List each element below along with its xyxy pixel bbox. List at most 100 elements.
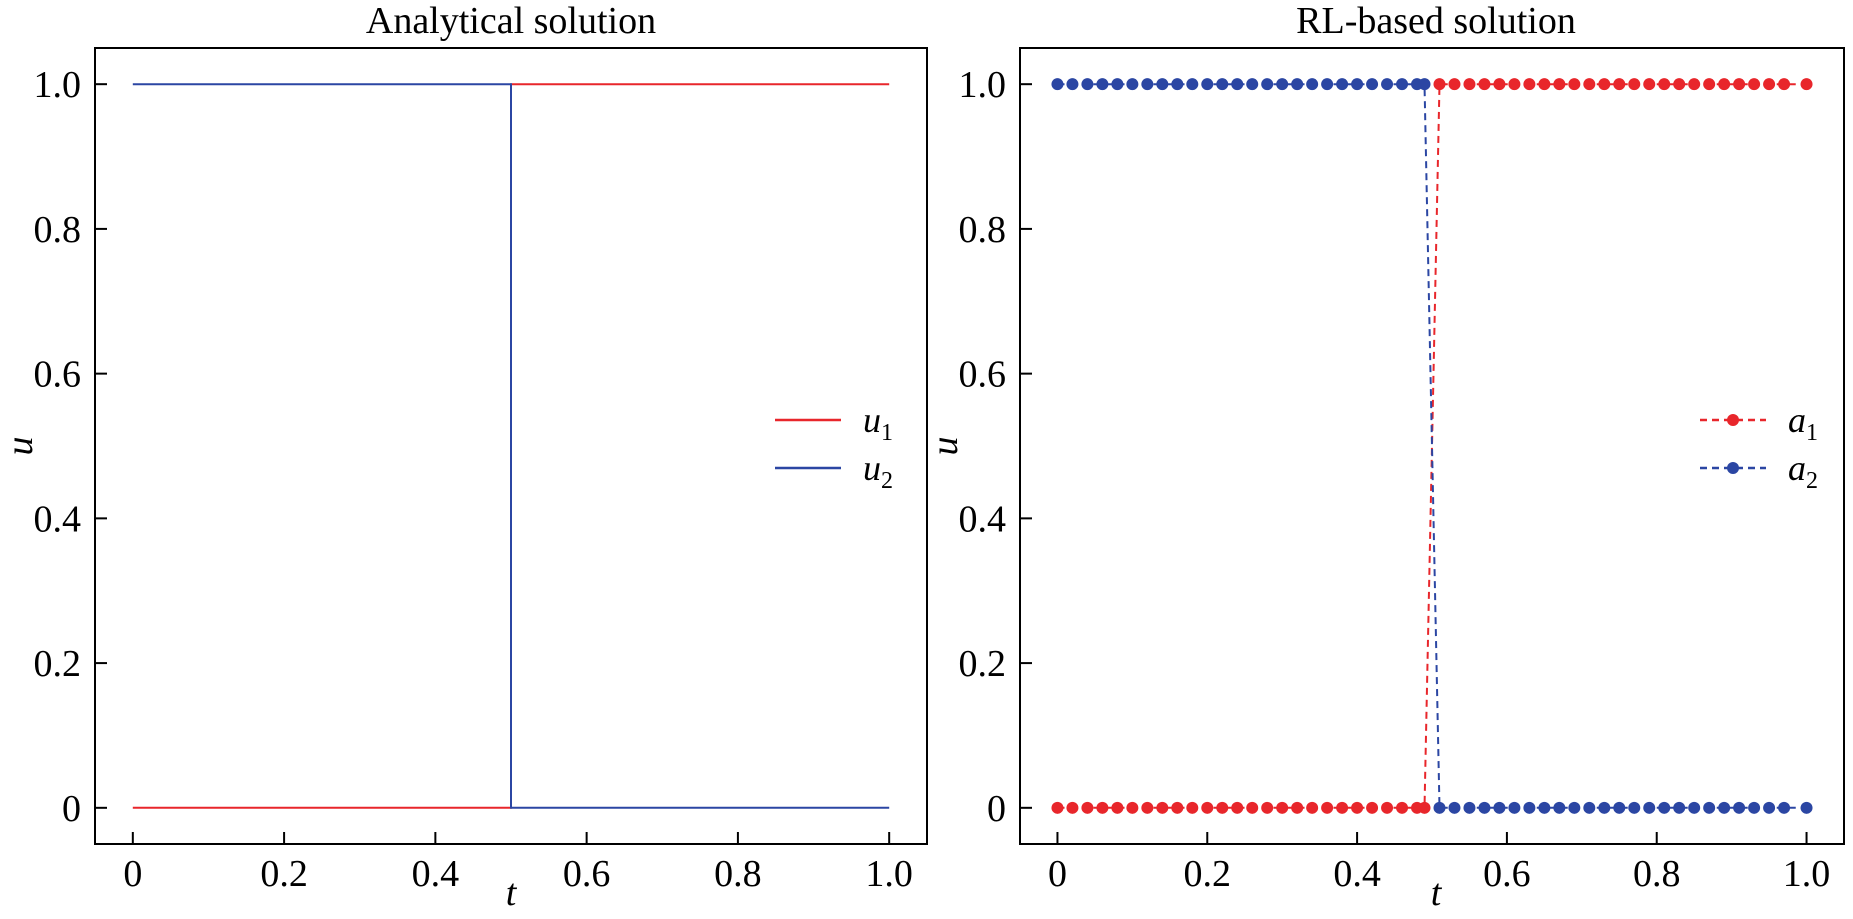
series-point-a2 xyxy=(1703,801,1716,814)
series-point-a1 xyxy=(1216,801,1229,814)
legend-label-a1: a1 xyxy=(1788,400,1818,446)
series-point-a2 xyxy=(1433,801,1446,814)
series-point-a2 xyxy=(1448,801,1461,814)
series-point-a1 xyxy=(1613,78,1626,91)
series-point-a2 xyxy=(1718,801,1731,814)
series-point-a1 xyxy=(1141,801,1154,814)
legend-label-u1: u1 xyxy=(863,400,893,446)
series-point-a1 xyxy=(1321,801,1334,814)
series-point-a1 xyxy=(1733,78,1746,91)
series-point-a1 xyxy=(1688,78,1701,91)
series-point-a1 xyxy=(1568,78,1581,91)
series-point-a2 xyxy=(1231,78,1244,91)
series-point-a2 xyxy=(1291,78,1304,91)
series-point-a1 xyxy=(1703,78,1716,91)
series-point-a2 xyxy=(1171,78,1184,91)
series-group xyxy=(132,83,890,809)
series-point-a2 xyxy=(1336,78,1349,91)
series-point-a2 xyxy=(1508,801,1521,814)
y-axis-ticks: 0 0.2 0.4 0.6 0.8 1.0 xyxy=(959,64,1032,830)
legend-label-u2: u2 xyxy=(863,448,893,494)
series-point-a2 xyxy=(1418,78,1431,91)
x-tick-label: 0.4 xyxy=(1333,853,1381,895)
series-point-a1 xyxy=(1201,801,1214,814)
series-point-a1 xyxy=(1351,801,1364,814)
y-tick-label: 0.6 xyxy=(34,354,82,396)
series-point-a2 xyxy=(1156,78,1169,91)
series-point-a1 xyxy=(1051,801,1064,814)
series-point-a1 xyxy=(1096,801,1109,814)
series-point-a1 xyxy=(1538,78,1551,91)
series-point-a2 xyxy=(1523,801,1536,814)
series-point-a2 xyxy=(1141,78,1154,91)
series-point-a2 xyxy=(1186,78,1199,91)
series-point-a2 xyxy=(1763,801,1776,814)
y-tick-label: 0 xyxy=(987,788,1006,830)
series-point-a1 xyxy=(1126,801,1139,814)
series-point-a1 xyxy=(1718,78,1731,91)
x-tick-label: 1.0 xyxy=(1783,853,1831,895)
series-point-a2 xyxy=(1733,801,1746,814)
x-tick-label: 0.6 xyxy=(1483,853,1531,895)
series-point-a2 xyxy=(1306,78,1319,91)
x-tick-label: 0.8 xyxy=(714,853,762,895)
series-line-a2 xyxy=(1057,83,1807,809)
series-point-a2 xyxy=(1201,78,1214,91)
series-point-a2 xyxy=(1613,801,1626,814)
y-tick-label: 0.2 xyxy=(959,643,1007,685)
y-tick-label: 0.8 xyxy=(959,209,1007,251)
y-tick-label: 0 xyxy=(62,788,81,830)
y-axis-label: u xyxy=(0,437,41,456)
series-point-a2 xyxy=(1553,801,1566,814)
series-point-a2 xyxy=(1081,78,1094,91)
series-point-a2 xyxy=(1366,78,1379,91)
series-point-a1 xyxy=(1336,801,1349,814)
series-point-a2 xyxy=(1463,801,1476,814)
series-point-a2 xyxy=(1126,78,1139,91)
series-line-u2 xyxy=(132,83,890,809)
series-point-a1 xyxy=(1261,801,1274,814)
series-point-a2 xyxy=(1276,78,1289,91)
x-tick-label: 1.0 xyxy=(865,853,913,895)
series-point-a2 xyxy=(1800,801,1813,814)
series-point-a1 xyxy=(1643,78,1656,91)
series-point-a2 xyxy=(1216,78,1229,91)
series-point-a1 xyxy=(1523,78,1536,91)
series-point-a2 xyxy=(1598,801,1611,814)
series-point-a1 xyxy=(1628,78,1641,91)
series-point-a2 xyxy=(1778,801,1791,814)
series-point-a1 xyxy=(1658,78,1671,91)
series-point-a1 xyxy=(1800,78,1813,91)
series-point-a1 xyxy=(1186,801,1199,814)
series-point-a1 xyxy=(1778,78,1791,91)
series-point-a2 xyxy=(1051,78,1064,91)
y-tick-label: 0.4 xyxy=(959,498,1007,540)
series-point-a1 xyxy=(1583,78,1596,91)
x-axis-label: t xyxy=(1431,872,1443,914)
series-point-a2 xyxy=(1096,78,1109,91)
series-point-a1 xyxy=(1381,801,1394,814)
chart-panel-rl-based: RL-based solution 0 0.2 0.4 0.6 0.8 1.0 00.20… xyxy=(924,0,1845,914)
series-point-a2 xyxy=(1066,78,1079,91)
series-point-a2 xyxy=(1538,801,1551,814)
series-line-a1 xyxy=(1057,83,1807,809)
series-point-a1 xyxy=(1748,78,1761,91)
legend-marker-a2 xyxy=(1727,462,1739,474)
y-tick-label: 0.6 xyxy=(959,354,1007,396)
series-point-a1 xyxy=(1081,801,1094,814)
series-point-a2 xyxy=(1658,801,1671,814)
series-point-a1 xyxy=(1493,78,1506,91)
series-point-a2 xyxy=(1673,801,1686,814)
series-point-a1 xyxy=(1246,801,1259,814)
series-point-a1 xyxy=(1306,801,1319,814)
series-point-a1 xyxy=(1418,801,1431,814)
y-axis-ticks: 0 0.2 0.4 0.6 0.8 1.0 xyxy=(34,64,107,830)
series-point-a2 xyxy=(1628,801,1641,814)
series-point-a2 xyxy=(1583,801,1596,814)
x-axis-ticks: 0 0.2 0.4 0.6 0.8 1.0 xyxy=(123,832,913,895)
x-axis-label: t xyxy=(506,872,518,914)
series-point-a1 xyxy=(1673,78,1686,91)
series-point-a2 xyxy=(1643,801,1656,814)
y-tick-label: 1.0 xyxy=(959,64,1007,106)
